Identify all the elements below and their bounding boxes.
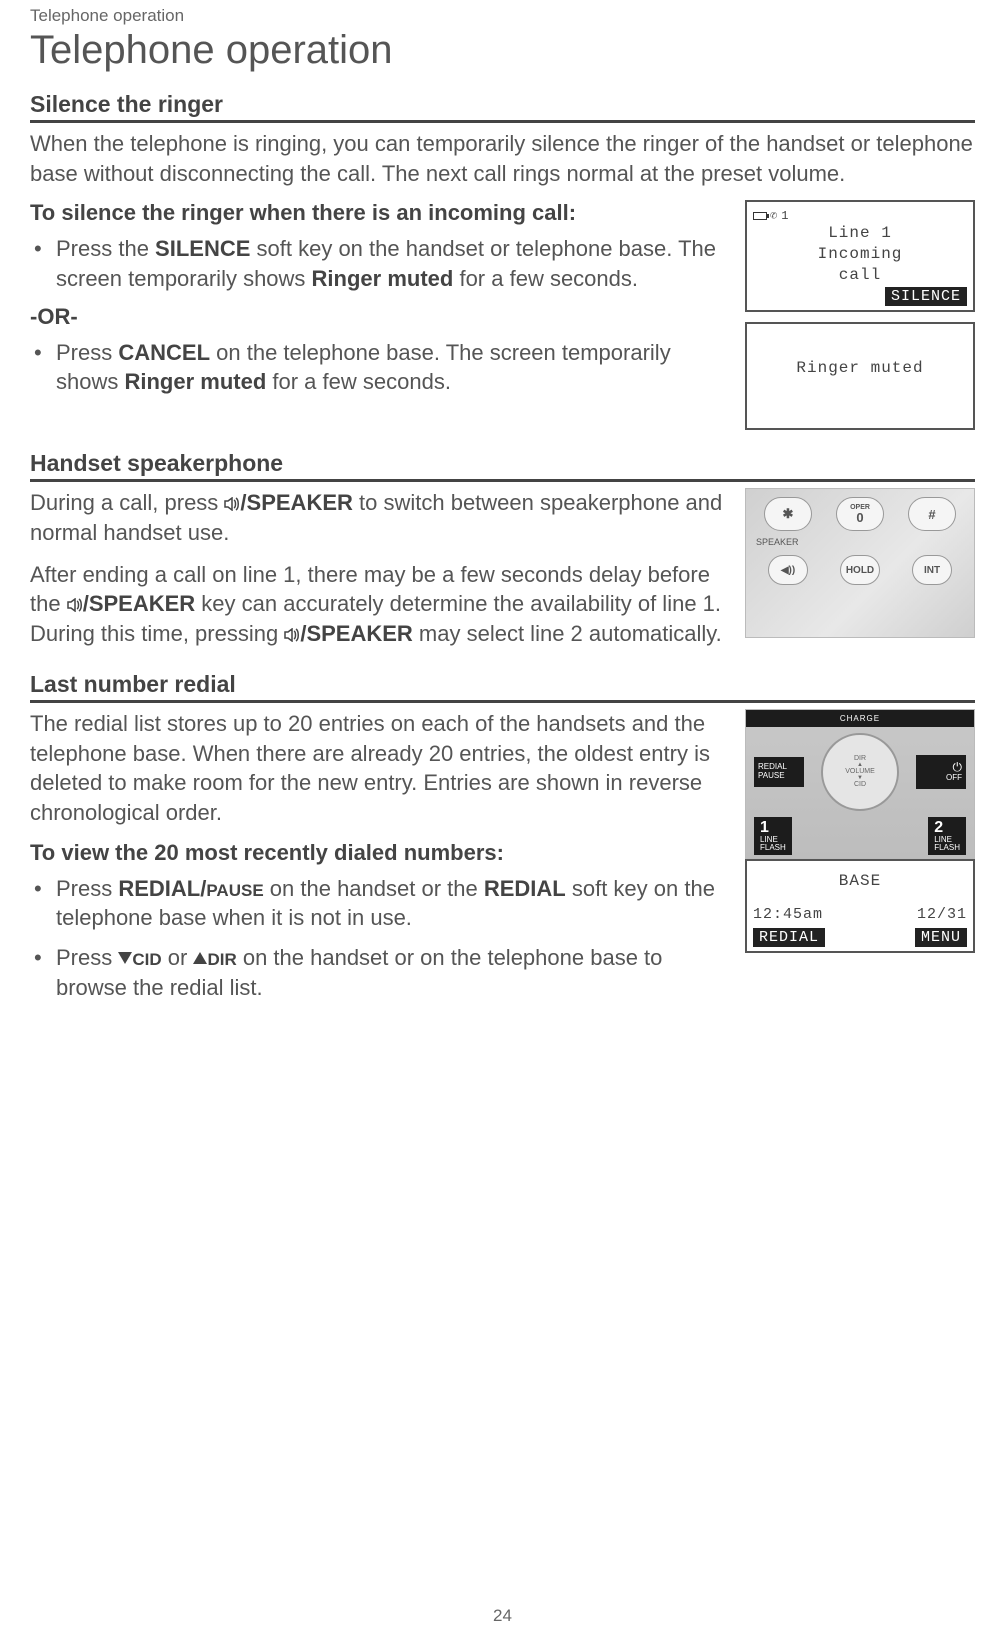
phone-icon — [770, 208, 778, 223]
btn-hash: # — [908, 497, 956, 531]
key-ringer-muted: Ringer muted — [124, 369, 266, 394]
text: OFF — [946, 773, 962, 782]
text: Press — [56, 340, 118, 365]
base-charge-label: CHARGE — [746, 710, 974, 727]
lcd-ringer-muted: Ringer muted — [745, 322, 975, 430]
page-number: 24 — [0, 1606, 1005, 1626]
breadcrumb: Telephone operation — [30, 0, 975, 26]
text: for a few seconds. — [266, 369, 451, 394]
text: PAUSE — [758, 771, 785, 780]
section-heading-silence: Silence the ringer — [30, 91, 975, 123]
section-heading-speakerphone: Handset speakerphone — [30, 450, 975, 482]
lcd-base-title: BASE — [753, 871, 967, 892]
text: FLASH — [760, 843, 786, 852]
redial-bullet-1: Press REDIAL/PAUSE on the handset or the… — [30, 874, 729, 933]
lcd-line3: call — [753, 265, 967, 286]
lcd-time: 12:45am — [753, 906, 823, 923]
key-speaker: /SPEAKER — [83, 591, 195, 616]
speakerphone-p2: After ending a call on line 1, there may… — [30, 560, 729, 649]
redial-bullet-2: Press CID or DIR on the handset or on th… — [30, 943, 729, 1002]
lcd-status-row: 1 — [753, 208, 967, 223]
silence-bullet-1: Press the SILENCE soft key on the handse… — [30, 234, 729, 293]
battery-icon — [753, 212, 767, 220]
base-photo: CHARGE REDIAL PAUSE DIR ▲ VOLUME ▼ CID ⏻… — [745, 709, 975, 859]
silence-bullet-2: Press CANCEL on the telephone base. The … — [30, 338, 729, 397]
btn-star: ✱ — [764, 497, 812, 531]
speaker-label: SPEAKER — [746, 537, 974, 547]
lcd-incoming-call: 1 Line 1 Incoming call SILENCE — [745, 200, 975, 312]
speaker-icon — [284, 628, 300, 642]
lcd-line1: Line 1 — [753, 223, 967, 244]
silence-intro: When the telephone is ringing, you can t… — [30, 129, 975, 188]
btn-zero: OPER 0 — [836, 497, 884, 531]
or-label: -OR- — [30, 304, 729, 330]
key-speaker: /SPEAKER — [300, 621, 412, 646]
lcd-ringer-muted-text: Ringer muted — [753, 358, 967, 379]
text: or — [162, 945, 194, 970]
silence-subheading: To silence the ringer when there is an i… — [30, 200, 729, 226]
speaker-icon — [67, 598, 83, 612]
redial-subheading: To view the 20 most recently dialed numb… — [30, 840, 729, 866]
key-speaker: /SPEAKER — [240, 490, 352, 515]
text: 1 — [760, 820, 786, 836]
lcd-date: 12/31 — [917, 906, 967, 923]
section-heading-redial: Last number redial — [30, 671, 975, 703]
text: 2 — [934, 820, 960, 836]
key-redial: REDIAL/ — [118, 876, 206, 901]
speaker-icon — [224, 497, 240, 511]
handset-photo: ✱ OPER 0 # SPEAKER ◀)) HOLD INT — [745, 488, 975, 638]
nav-volume: VOLUME — [845, 768, 875, 775]
base-redial-key: REDIAL PAUSE — [754, 757, 804, 787]
key-silence: SILENCE — [155, 236, 250, 261]
page-title: Telephone operation — [30, 28, 975, 73]
lcd-indicator-num: 1 — [781, 209, 789, 223]
lcd-softkey-silence: SILENCE — [885, 287, 967, 306]
lcd-softkey-menu: MENU — [915, 928, 967, 947]
btn-zero-label: 0 — [856, 512, 863, 524]
key-cancel: CANCEL — [118, 340, 210, 365]
base-line1-key: 1 LINE FLASH — [754, 817, 792, 855]
lcd-base: BASE 12:45am 12/31 REDIAL MENU — [745, 859, 975, 953]
nav-cid: CID — [854, 781, 866, 788]
key-cid: CID — [132, 950, 161, 969]
btn-hold: HOLD — [840, 555, 880, 585]
lcd-softkey-redial: REDIAL — [753, 928, 825, 947]
redial-p1: The redial list stores up to 20 entries … — [30, 709, 729, 828]
base-navpad: DIR ▲ VOLUME ▼ CID — [821, 733, 899, 811]
key-ringer-muted: Ringer muted — [312, 266, 454, 291]
key-redial-soft: REDIAL — [484, 876, 566, 901]
text: for a few seconds. — [453, 266, 638, 291]
text: FLASH — [934, 843, 960, 852]
triangle-down-icon — [118, 952, 132, 964]
text: During a call, press — [30, 490, 224, 515]
triangle-up-icon — [193, 952, 207, 964]
speakerphone-p1: During a call, press /SPEAKER to switch … — [30, 488, 729, 547]
key-dir: DIR — [207, 950, 236, 969]
nav-dir: DIR — [854, 755, 866, 762]
text: Press — [56, 876, 118, 901]
text: Press — [56, 945, 118, 970]
base-off-key: ⏻ OFF — [916, 755, 966, 789]
btn-int: INT — [912, 555, 952, 585]
text: REDIAL — [758, 762, 787, 771]
lcd-line2: Incoming — [753, 244, 967, 265]
key-pause: PAUSE — [206, 881, 263, 900]
btn-speaker: ◀)) — [768, 555, 808, 585]
base-line2-key: 2 LINE FLASH — [928, 817, 966, 855]
text: Press the — [56, 236, 155, 261]
text: on the handset or the — [264, 876, 484, 901]
text: may select line 2 automatically. — [413, 621, 722, 646]
